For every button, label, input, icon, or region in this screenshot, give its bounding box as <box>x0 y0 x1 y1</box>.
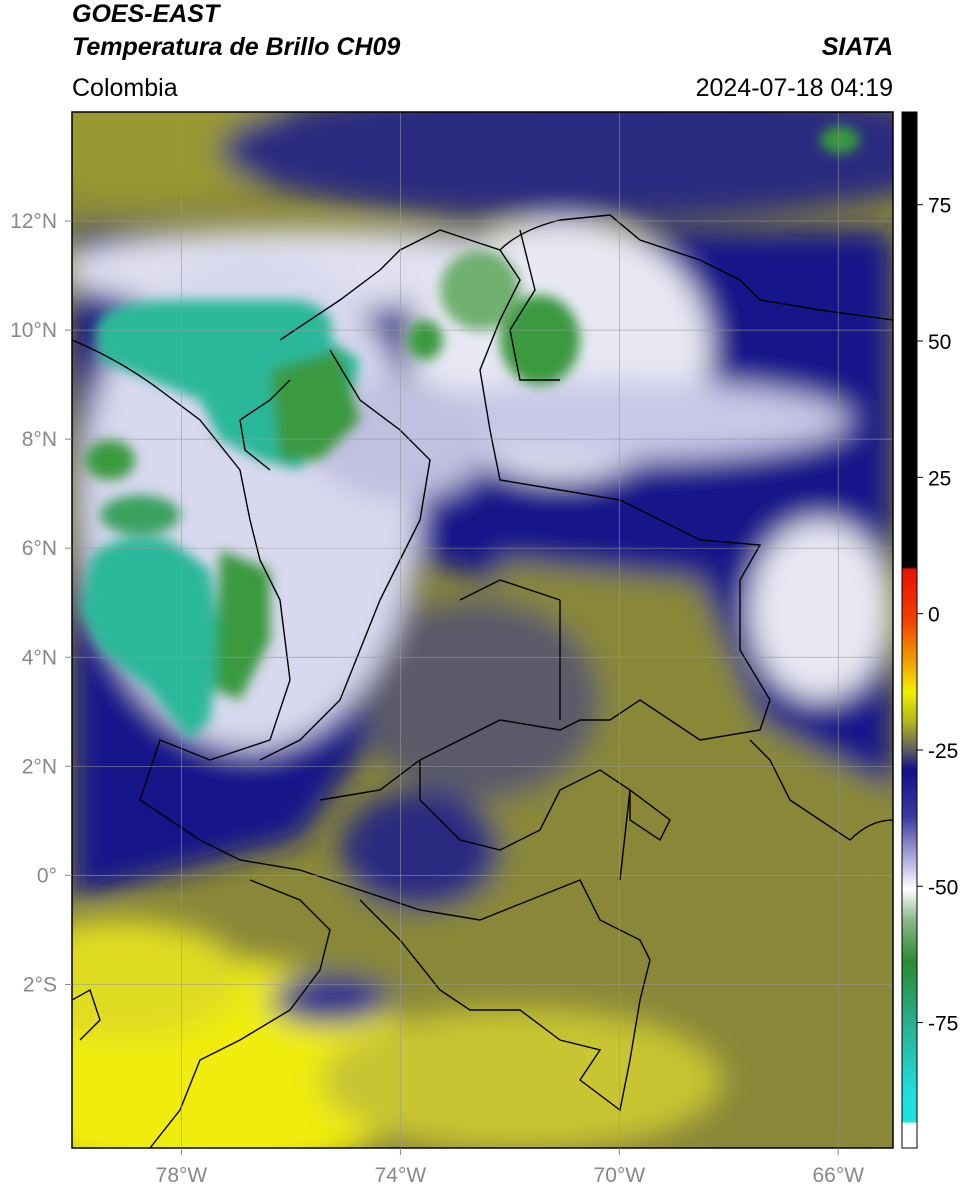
lon-tick-label: 78°W <box>156 1164 208 1187</box>
lat-tick-label: 10°N <box>10 319 57 342</box>
lat-tick-label: 6°N <box>22 537 57 560</box>
colorbar-tick-label: -50 <box>928 876 958 899</box>
lat-tick-label: 2°N <box>22 755 57 778</box>
lat-tick-label: 0° <box>37 864 57 887</box>
colorbar <box>901 111 918 1149</box>
title: GOES-EAST <box>72 0 222 28</box>
satellite-image <box>72 112 893 1148</box>
lat-tick-label: 12°N <box>10 210 57 233</box>
colorbar-tick-label: 25 <box>928 467 951 490</box>
colorbar-tick-label: 0 <box>928 604 940 627</box>
colorbar-tick-label: 75 <box>928 195 951 218</box>
source: SIATA <box>822 33 893 61</box>
lat-tick-label: 4°N <box>22 646 57 669</box>
lat-tick-label: 8°N <box>22 428 57 451</box>
region: Colombia <box>72 74 178 102</box>
subtitle: Temperatura de Brillo CH09 <box>72 33 400 61</box>
lon-tick-label: 70°W <box>594 1164 646 1187</box>
map-frame <box>71 111 894 1149</box>
lon-tick-label: 74°W <box>375 1164 427 1187</box>
borders <box>72 214 893 1148</box>
colorbar-tick-label: 50 <box>928 331 951 354</box>
lat-tick-label: 2°S <box>23 973 57 996</box>
colorbar-tick-label: -25 <box>928 740 958 763</box>
colorbar-tick-label: -75 <box>928 1013 958 1036</box>
grid <box>72 112 893 1148</box>
datetime: 2024-07-18 04:19 <box>696 74 893 102</box>
lon-tick-label: 66°W <box>812 1164 864 1187</box>
